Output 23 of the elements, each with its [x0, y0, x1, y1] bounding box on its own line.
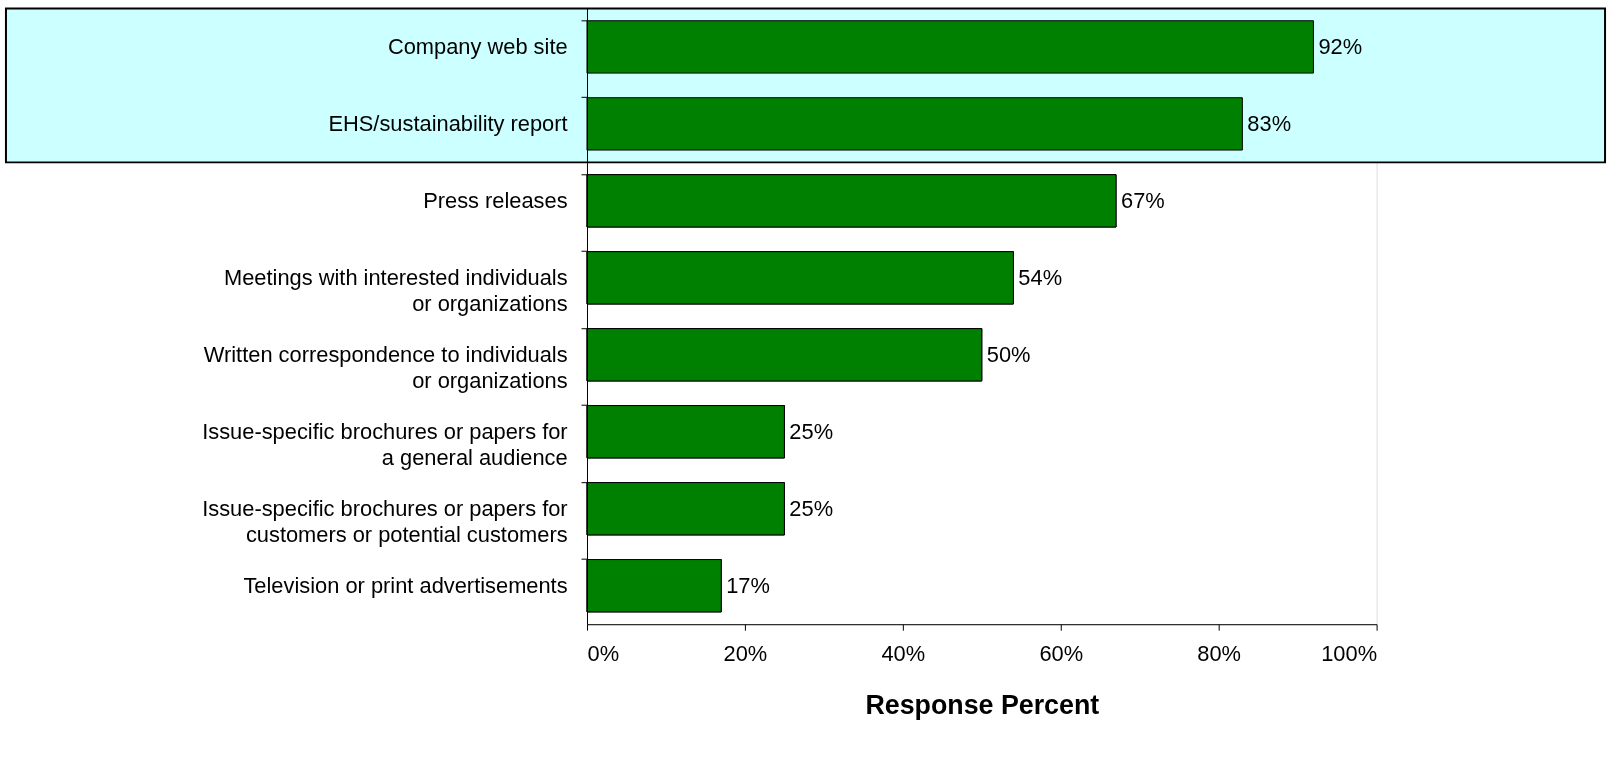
- y-tick-label: Press releases: [423, 187, 568, 213]
- data-label: 17%: [726, 572, 770, 598]
- data-label: 83%: [1247, 110, 1292, 136]
- data-label: 67%: [1121, 187, 1165, 213]
- y-tick-label: Written correspondence to individuals or organizations: [203, 341, 568, 393]
- data-label: 25%: [789, 495, 834, 521]
- y-tick-label: Company web site: [387, 33, 568, 59]
- y-tick-label: EHS/sustainability report: [328, 110, 568, 136]
- y-tick-label: Television or print advertisements: [243, 572, 568, 598]
- x-tick-label: 80%: [1197, 641, 1242, 667]
- x-tick-label: 20%: [723, 641, 768, 667]
- y-tick-label: Meetings with interested individuals or organizations: [224, 264, 568, 316]
- y-tick-label: Issue-specific brochures or papers for customers or potential customers: [202, 495, 568, 547]
- data-label: 92%: [1318, 33, 1363, 59]
- data-label: 50%: [986, 341, 1031, 367]
- x-axis-title: Response Percent: [865, 690, 1100, 721]
- data-label: 25%: [789, 418, 834, 444]
- x-tick-label: 60%: [1039, 641, 1084, 667]
- x-tick-label: 100%: [1321, 641, 1378, 667]
- y-tick-label: Issue-specific brochures or papers for a general audience: [202, 418, 568, 470]
- data-label: 54%: [1018, 264, 1063, 290]
- x-tick-label: 0%: [587, 641, 620, 667]
- x-tick-label: 40%: [881, 641, 926, 667]
